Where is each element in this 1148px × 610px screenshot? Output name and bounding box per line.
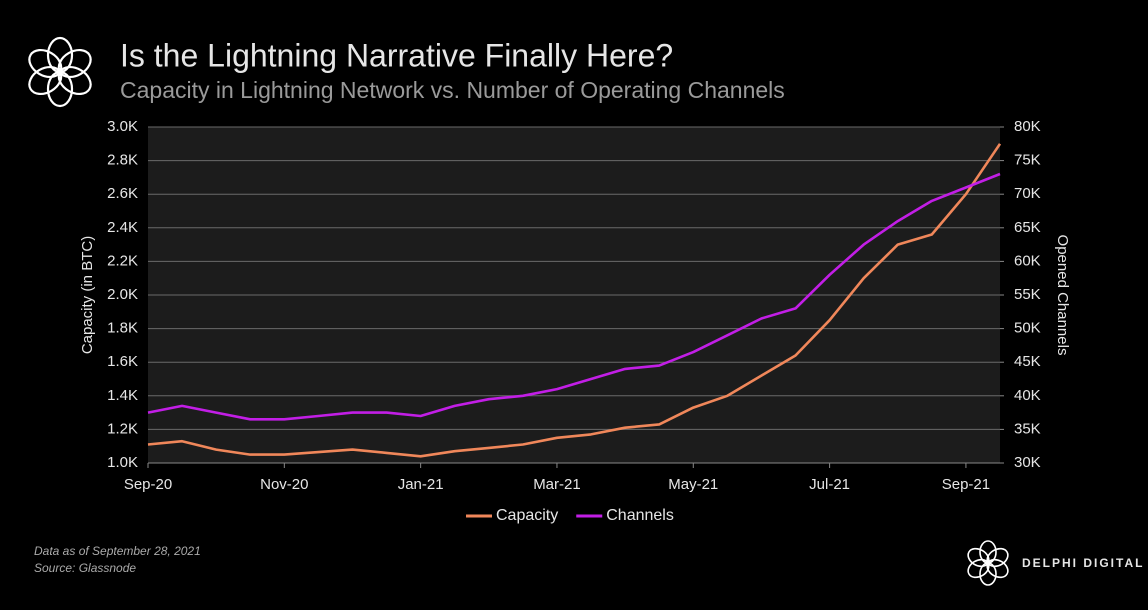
y2-axis-label: Opened Channels bbox=[1054, 235, 1071, 356]
x-tick-label: Sep-20 bbox=[124, 476, 172, 493]
brand: DELPHI DIGITAL bbox=[1022, 556, 1144, 570]
y2-tick-label: 75K bbox=[1014, 152, 1041, 169]
y2-tick-label: 35K bbox=[1014, 420, 1041, 437]
y-tick-label: 2.8K bbox=[107, 152, 138, 169]
logo bbox=[28, 36, 92, 108]
x-tick-label: Nov-20 bbox=[260, 476, 308, 493]
brand-logo bbox=[967, 540, 1009, 586]
y2-tick-label: 80K bbox=[1014, 118, 1041, 135]
chart-title: Is the Lightning Narrative Finally Here? bbox=[120, 37, 673, 73]
y2-tick-label: 55K bbox=[1014, 286, 1041, 303]
y-tick-label: 1.2K bbox=[107, 420, 138, 437]
y-tick-label: 1.8K bbox=[107, 320, 138, 337]
y-tick-label: 2.0K bbox=[107, 286, 138, 303]
x-tick-label: Jul-21 bbox=[809, 476, 850, 493]
y2-tick-label: 45K bbox=[1014, 353, 1041, 370]
y2-tick-label: 30K bbox=[1014, 454, 1041, 471]
chart-subtitle: Capacity in Lightning Network vs. Number… bbox=[120, 77, 785, 103]
y2-tick-label: 50K bbox=[1014, 320, 1041, 337]
y2-tick-label: 40K bbox=[1014, 387, 1041, 404]
x-tick-label: Mar-21 bbox=[533, 476, 581, 493]
x-tick-label: Sep-21 bbox=[942, 476, 990, 493]
x-tick-label: May-21 bbox=[668, 476, 718, 493]
y-tick-label: 1.4K bbox=[107, 387, 138, 404]
note: Data as of September 28, 2021 bbox=[34, 544, 201, 558]
y-tick-label: 1.6K bbox=[107, 353, 138, 370]
x-tick-label: Jan-21 bbox=[398, 476, 444, 493]
series-line bbox=[147, 143, 1002, 458]
y-tick-label: 2.6K bbox=[107, 185, 138, 202]
y2-tick-label: 65K bbox=[1014, 219, 1041, 236]
y-tick-label: 1.0K bbox=[107, 454, 138, 471]
y2-tick-label: 60K bbox=[1014, 252, 1041, 269]
y2-tick-label: 70K bbox=[1014, 185, 1041, 202]
legend-label: Channels bbox=[606, 507, 674, 524]
y-tick-label: 2.2K bbox=[107, 252, 138, 269]
y-axis-label: Capacity (in BTC) bbox=[79, 236, 96, 354]
source: Source: Glassnode bbox=[34, 561, 136, 575]
series-line bbox=[147, 172, 1001, 421]
y-tick-label: 2.4K bbox=[107, 219, 138, 236]
legend-label: Capacity bbox=[496, 507, 558, 524]
y-tick-label: 3.0K bbox=[107, 118, 138, 135]
